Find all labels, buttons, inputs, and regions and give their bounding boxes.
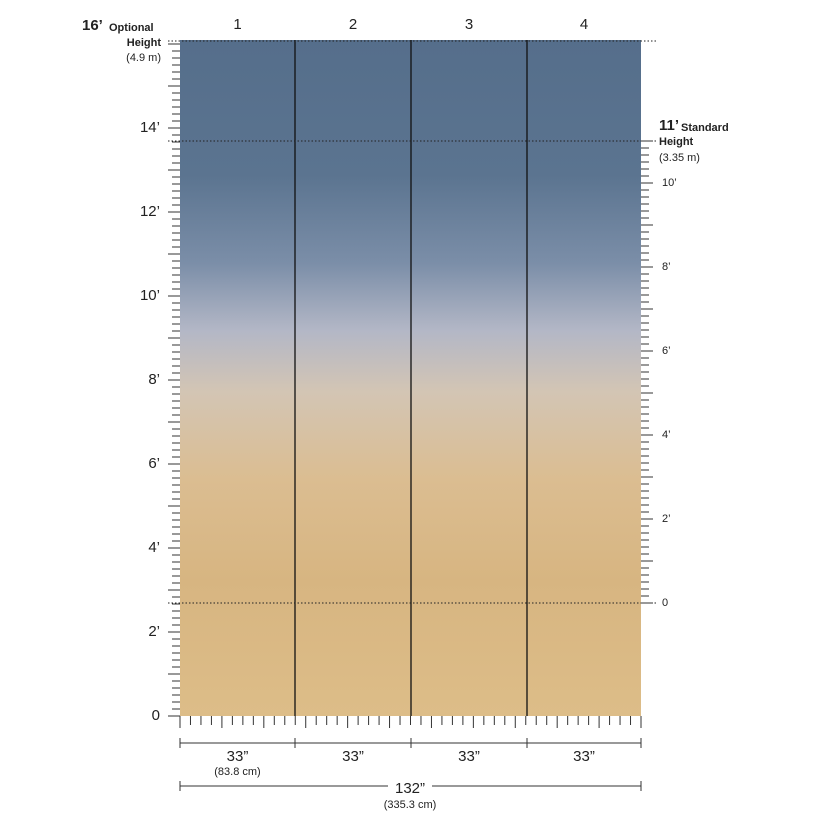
- panel-number: 1: [233, 16, 241, 33]
- left-scale-label: 6’: [148, 455, 160, 472]
- right-scale-label: 4’: [662, 429, 671, 441]
- optional-label: Optional: [109, 22, 154, 34]
- left-scale-label: 10’: [140, 287, 160, 304]
- panel-number: 3: [465, 16, 473, 33]
- standard-feet: 11’: [659, 117, 679, 134]
- total-imperial: 132”: [395, 780, 425, 797]
- total-metric: (335.3 cm): [384, 799, 437, 811]
- optional-metric: (4.9 m): [126, 52, 161, 64]
- left-scale-label: 8’: [148, 371, 160, 388]
- left-scale-label: 2’: [148, 623, 160, 640]
- panel-number: 4: [580, 16, 588, 33]
- left-scale-label: 14’: [140, 119, 160, 136]
- right-scale-label: 8’: [662, 261, 671, 273]
- left-scale-label: 12’: [140, 203, 160, 220]
- standard-label2: Height: [659, 136, 694, 148]
- left-scale-label: 0: [152, 707, 160, 724]
- panel-width: 33”: [342, 748, 364, 765]
- panel-width: 33”: [227, 748, 249, 765]
- right-scale-label: 0: [662, 597, 668, 609]
- right-scale-label: 6’: [662, 345, 671, 357]
- panel-width-metric: (83.8 cm): [214, 766, 260, 778]
- panel-number: 2: [349, 16, 357, 33]
- left-scale-label: 4’: [148, 539, 160, 556]
- panel-width: 33”: [573, 748, 595, 765]
- optional-label2: Height: [127, 37, 162, 49]
- right-scale-label: 10’: [662, 177, 677, 189]
- standard-metric: (3.35 m): [659, 152, 700, 164]
- right-scale-label: 2’: [662, 513, 671, 525]
- panel-width: 33”: [458, 748, 480, 765]
- standard-label: Standard: [681, 122, 729, 134]
- optional-feet: 16’: [82, 17, 103, 34]
- total-dimension: [179, 781, 642, 791]
